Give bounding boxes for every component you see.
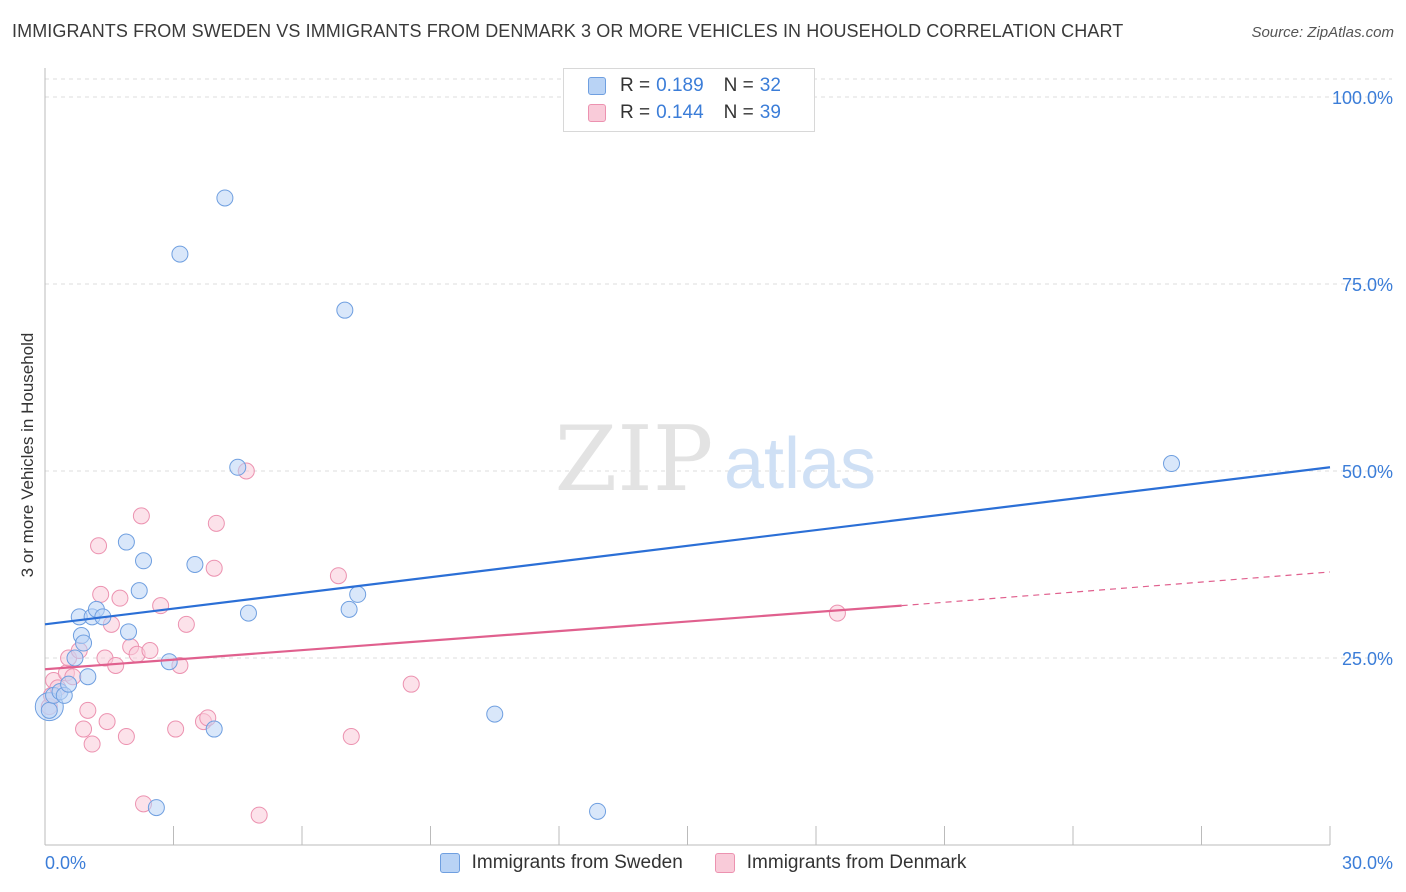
watermark-atlas: atlas xyxy=(724,424,876,504)
denmark-point xyxy=(79,701,97,719)
denmark-point xyxy=(90,537,108,555)
sweden-point xyxy=(216,189,234,207)
sweden-trend-line xyxy=(44,466,1331,626)
x-tick-label: 0.0% xyxy=(45,853,86,873)
sweden-point xyxy=(229,458,247,476)
legend-label-sweden: Immigrants from Sweden xyxy=(471,852,683,873)
sweden-point xyxy=(336,301,354,319)
denmark-swatch xyxy=(588,104,606,122)
sweden-point xyxy=(66,649,84,667)
denmark-swatch xyxy=(714,853,735,873)
sweden-swatch xyxy=(439,853,460,873)
denmark-point xyxy=(342,728,360,746)
denmark-point xyxy=(177,615,195,633)
sweden-swatch xyxy=(588,77,606,95)
sweden-point xyxy=(186,556,204,573)
stats-legend: R = 0.189 N = 32 R = 0.144 N = 39 xyxy=(563,68,815,132)
legend-item-denmark[interactable]: Immigrants from Denmark xyxy=(714,852,967,874)
denmark-point xyxy=(75,720,93,738)
sweden-point xyxy=(160,653,178,671)
denmark-point xyxy=(98,713,116,731)
watermark: ZIP atlas xyxy=(555,407,876,512)
sweden-point xyxy=(1163,455,1181,473)
denmark-point xyxy=(92,585,110,603)
legend-label-denmark: Immigrants from Denmark xyxy=(746,852,967,873)
n-label: N = xyxy=(723,102,754,123)
r-label: R = xyxy=(620,75,651,96)
y-tick-label: 100.0% xyxy=(1332,88,1393,108)
sweden-point xyxy=(75,634,93,652)
sweden-points xyxy=(34,189,1181,820)
y-tick-label: 25.0% xyxy=(1342,649,1393,669)
series-legend: Immigrants from Sweden Immigrants from D… xyxy=(0,852,1406,874)
sweden-point xyxy=(147,799,165,817)
legend-item-sweden[interactable]: Immigrants from Sweden xyxy=(439,852,683,874)
sweden-point xyxy=(171,245,189,263)
r-label: R = xyxy=(620,102,651,123)
sweden-point xyxy=(117,533,135,551)
denmark-point xyxy=(402,675,420,693)
sweden-point xyxy=(130,582,148,600)
source-credit: Source: ZipAtlas.com xyxy=(1251,24,1394,41)
denmark-point xyxy=(83,735,101,753)
sweden-point xyxy=(589,802,607,820)
sweden-point xyxy=(135,552,153,570)
denmark-point xyxy=(205,559,223,577)
sweden-point xyxy=(205,720,223,738)
denmark-point xyxy=(111,589,129,607)
denmark-points xyxy=(40,462,846,824)
chart-title: IMMIGRANTS FROM SWEDEN VS IMMIGRANTS FRO… xyxy=(12,21,1124,41)
sweden-point xyxy=(40,701,58,719)
watermark-zip: ZIP xyxy=(555,407,714,512)
sweden-point xyxy=(349,585,367,603)
legend-row-sweden: R = 0.189 N = 32 xyxy=(588,74,781,98)
r-value-denmark: 0.144 xyxy=(656,102,704,123)
denmark-trend-line-extension xyxy=(901,571,1331,607)
denmark-point xyxy=(250,806,268,824)
denmark-point xyxy=(117,728,135,746)
denmark-point xyxy=(132,507,150,525)
n-value-sweden: 32 xyxy=(759,75,781,96)
denmark-point xyxy=(828,604,846,622)
x-tick-labels: 0.0% 30.0% xyxy=(45,853,1393,873)
regression-lines xyxy=(44,466,1331,671)
y-tick-labels: 25.0% 50.0% 75.0% 100.0% xyxy=(1332,88,1393,669)
sweden-point xyxy=(120,623,138,641)
n-label: N = xyxy=(723,75,754,96)
y-tick-label: 75.0% xyxy=(1342,275,1393,295)
sweden-point xyxy=(239,604,257,622)
y-tick-label: 50.0% xyxy=(1342,462,1393,482)
denmark-point xyxy=(207,514,225,532)
denmark-point xyxy=(141,642,159,660)
n-value-denmark: 39 xyxy=(759,102,781,123)
sweden-point xyxy=(340,600,358,618)
denmark-trend-line xyxy=(44,604,902,671)
x-tick-label: 30.0% xyxy=(1342,853,1393,873)
r-value-sweden: 0.189 xyxy=(656,75,704,96)
gridlines xyxy=(45,78,1392,659)
denmark-point xyxy=(167,720,185,738)
sweden-point xyxy=(60,675,78,693)
sweden-point xyxy=(79,668,97,686)
denmark-point xyxy=(329,567,347,585)
sweden-point xyxy=(486,705,504,723)
legend-row-denmark: R = 0.144 N = 39 xyxy=(588,101,781,125)
